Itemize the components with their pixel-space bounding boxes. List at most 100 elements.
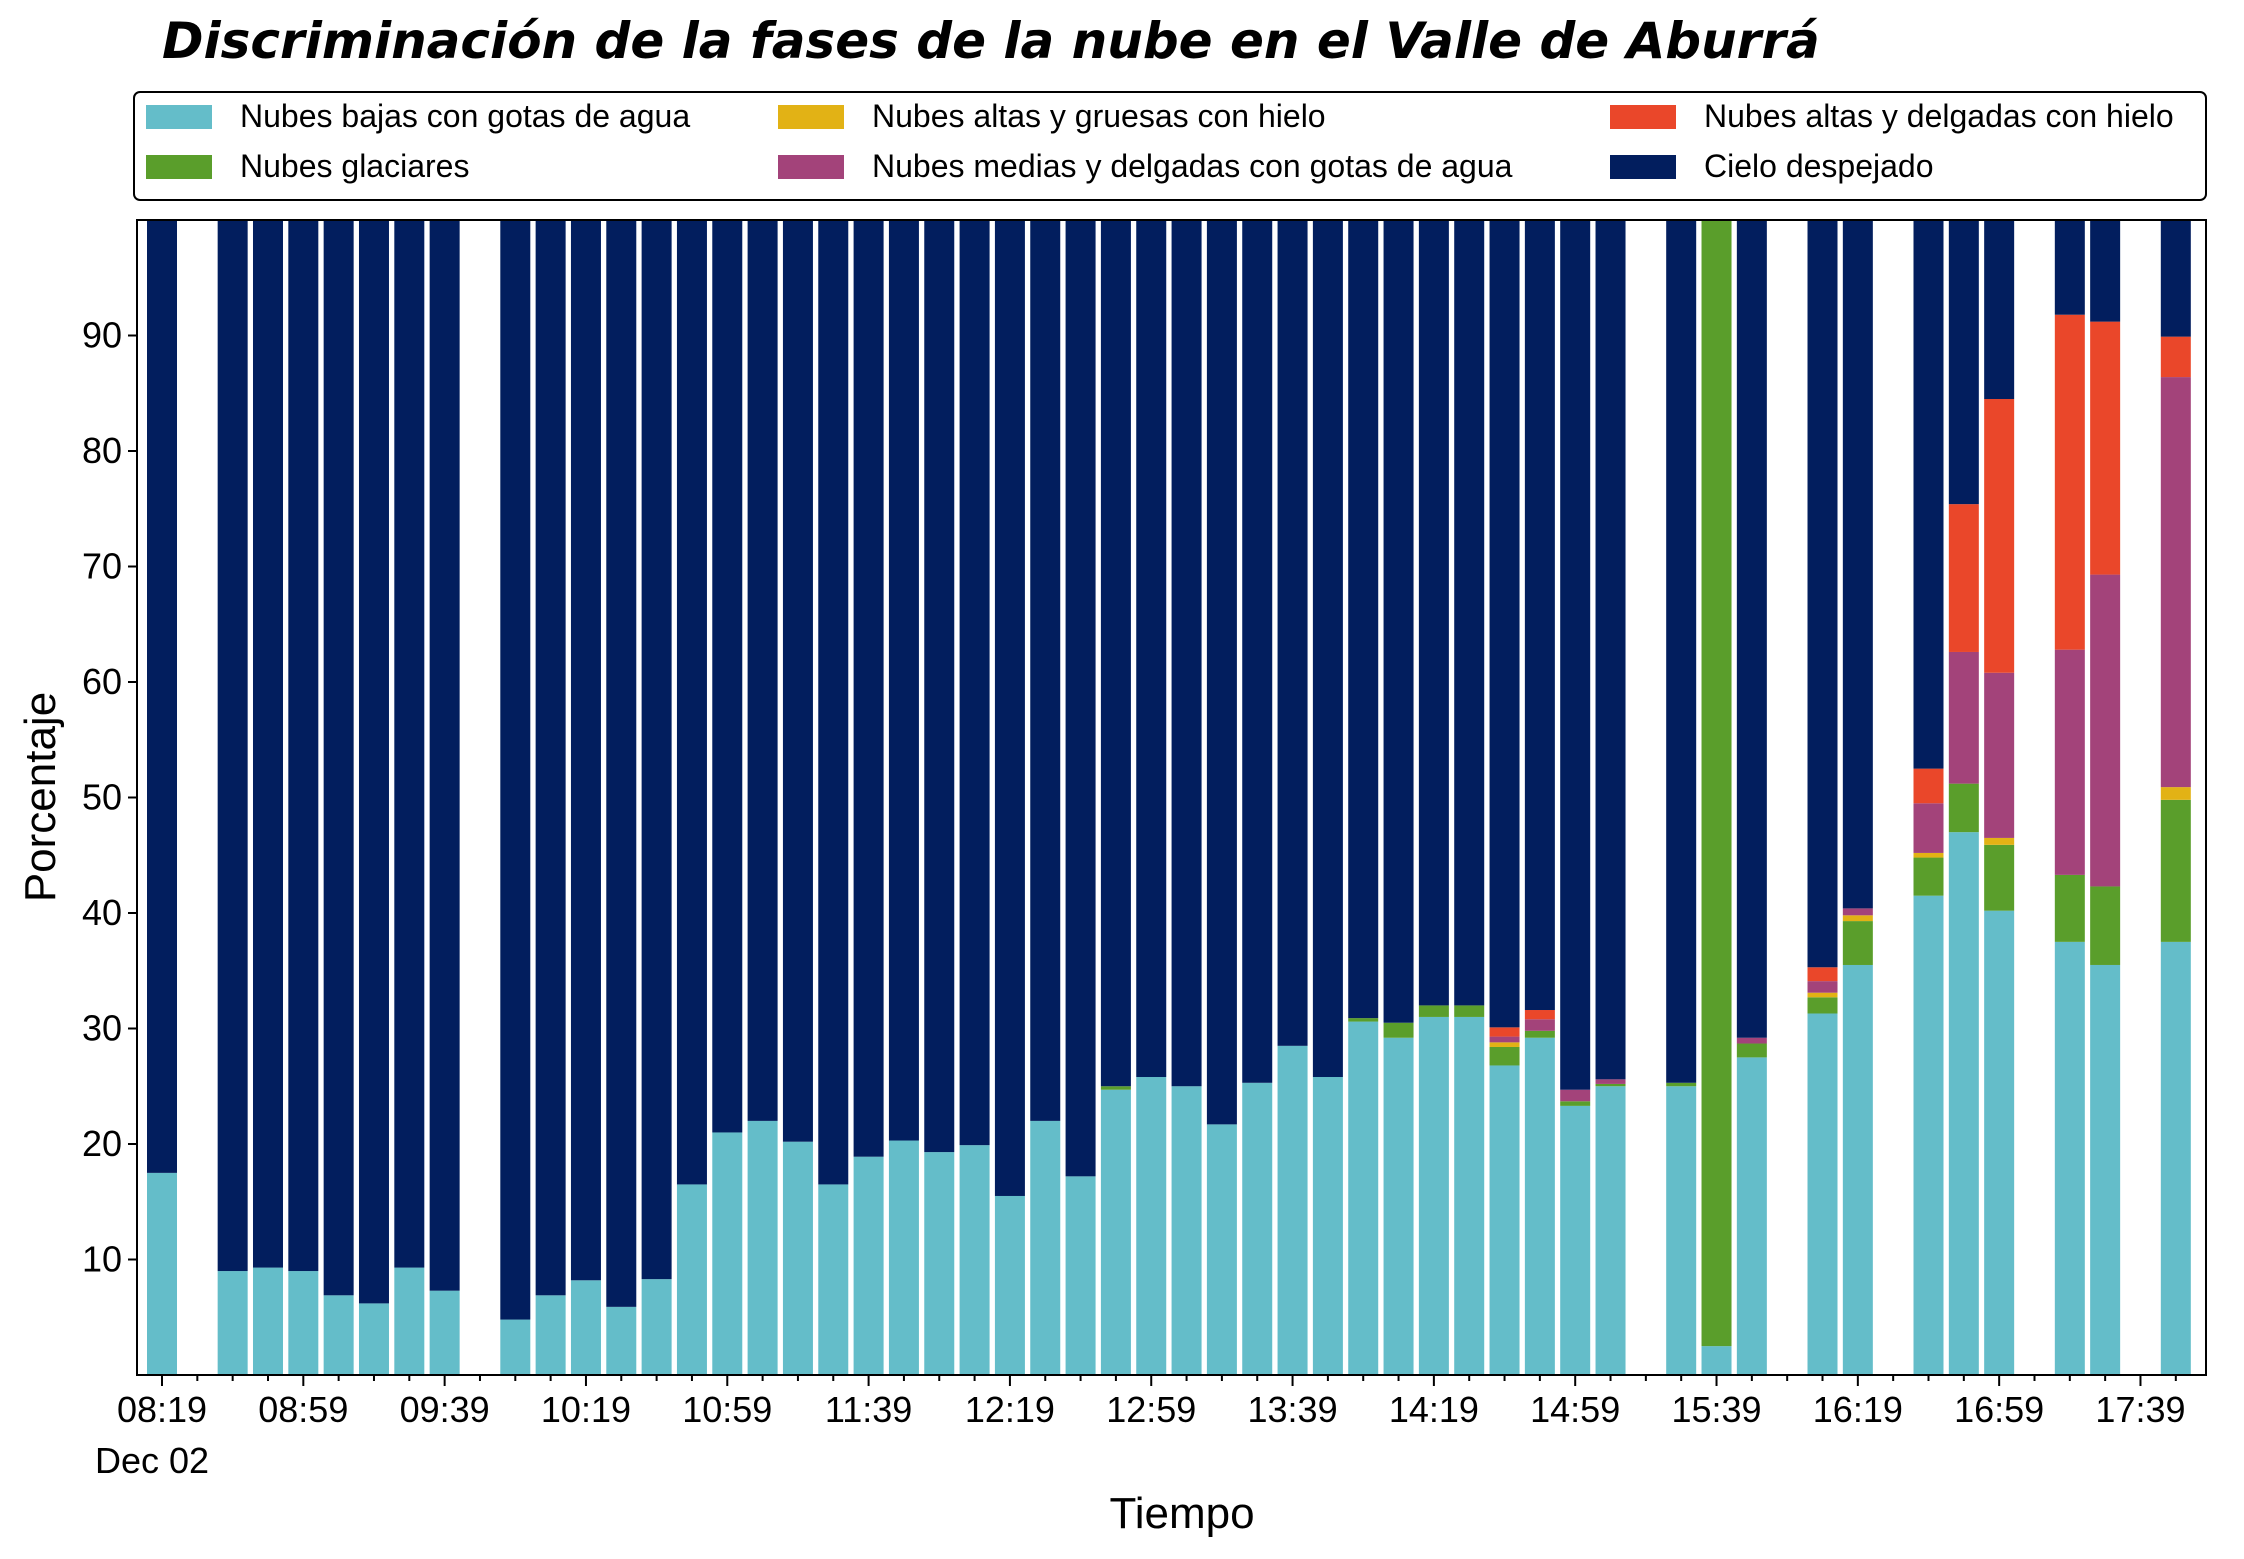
bar-segment-s5-39 (1524, 220, 1555, 1011)
bar-segment-s3-45 (1736, 1037, 1767, 1044)
y-tick-label: 90 (82, 315, 122, 356)
bar-segment-s0-40 (1560, 1105, 1591, 1375)
bar-segment-s5-48 (1842, 220, 1873, 909)
bar-segment-s0-15 (676, 1184, 707, 1375)
bar-segment-s5-37 (1454, 220, 1485, 1006)
bar-segment-s5-15 (676, 220, 707, 1185)
bar-segment-s5-31 (1242, 220, 1273, 1083)
bar-segment-s3-51 (1948, 651, 1979, 784)
y-tick-label: 60 (82, 661, 122, 702)
x-axis-date-label: Dec 02 (95, 1440, 209, 1481)
y-tick-label: 20 (82, 1123, 122, 1164)
bar-segment-s5-29 (1171, 220, 1202, 1087)
bar-segment-s5-16 (712, 220, 743, 1133)
bar-segment-s0-32 (1277, 1045, 1308, 1375)
bar-segment-s0-51 (1948, 832, 1979, 1375)
bar-segment-s3-48 (1842, 908, 1873, 916)
y-axis-label: Porcentaje (16, 692, 65, 902)
bar-segment-s5-50 (1913, 220, 1944, 769)
bar-segment-s0-13 (606, 1306, 637, 1375)
bar-segment-s5-45 (1736, 220, 1767, 1038)
bar-segment-s1-35 (1383, 1022, 1414, 1038)
bar-segment-s0-4 (288, 1271, 319, 1375)
bar-segment-s0-12 (570, 1280, 601, 1375)
bar-segment-s5-33 (1312, 220, 1343, 1078)
bar-segment-s4-52 (1984, 399, 2015, 673)
x-tick-label: 12:59 (1106, 1389, 1196, 1430)
bar-segment-s5-23 (959, 220, 990, 1146)
bar-segment-s1-55 (2090, 886, 2121, 965)
bar-segment-s5-41 (1595, 220, 1626, 1080)
bar-segment-s0-41 (1595, 1086, 1626, 1375)
x-tick-label: 14:59 (1530, 1389, 1620, 1430)
bar-segment-s5-36 (1418, 220, 1449, 1006)
plot-area: 10 20 30 40 50 60 70 80 90 08:19 08:59 09:39 10:19 1… (82, 219, 2207, 1430)
bar-segment-s0-39 (1524, 1037, 1555, 1375)
bar-segment-s0-27 (1100, 1089, 1131, 1375)
x-axis-label: Tiempo (1109, 1489, 1254, 1538)
legend-label: Cielo despejado (1704, 148, 1934, 184)
bar-segment-s5-19 (818, 220, 849, 1185)
bar-segment-s0-38 (1489, 1065, 1520, 1375)
y-tick-label: 40 (82, 892, 122, 933)
bar-segment-s0-28 (1136, 1077, 1167, 1375)
bar-segment-s5-10 (500, 220, 531, 1320)
bar-segment-s1-39 (1524, 1030, 1555, 1038)
x-tick-label: 15:39 (1671, 1389, 1761, 1430)
bar-segment-s5-12 (570, 220, 601, 1281)
bar-segment-s1-51 (1948, 783, 1979, 833)
bar-segment-s5-14 (641, 220, 672, 1280)
bar-segment-s5-40 (1560, 220, 1591, 1090)
x-tick-label: 12:19 (965, 1389, 1055, 1430)
legend-label: Nubes altas y gruesas con hielo (872, 98, 1326, 134)
bar-segment-s3-47 (1807, 981, 1838, 993)
bar-segment-s1-41 (1595, 1083, 1626, 1087)
legend-label: Nubes altas y delgadas con hielo (1704, 98, 2174, 134)
y-tick-label: 30 (82, 1008, 122, 1049)
bar-segment-s5-43 (1666, 220, 1697, 1083)
x-tick-label: 17:39 (2095, 1389, 2185, 1430)
bar-segment-s1-45 (1736, 1043, 1767, 1058)
bar-segment-s1-44 (1701, 220, 1732, 1347)
legend-label: Nubes medias y delgadas con gotas de agu… (872, 148, 1513, 184)
bar-segment-s2-50 (1913, 852, 1944, 858)
bar-segment-s0-33 (1312, 1077, 1343, 1375)
bar-segment-s5-24 (994, 220, 1025, 1196)
x-tick-label: 10:59 (682, 1389, 772, 1430)
x-tick-label: 16:59 (1954, 1389, 2044, 1430)
bar-segment-s4-39 (1524, 1010, 1555, 1020)
bar-segment-s1-54 (2054, 874, 2085, 942)
bar-segment-s3-52 (1984, 672, 2015, 838)
bar-segment-s5-35 (1383, 220, 1414, 1023)
legend-frame (133, 91, 2207, 201)
x-tick-label: 09:39 (400, 1389, 490, 1430)
bar-segment-s0-11 (535, 1295, 566, 1375)
bar-segment-s0-50 (1913, 895, 1944, 1375)
bar-segment-s0-22 (924, 1152, 955, 1375)
bar-segment-s5-52 (1984, 220, 2015, 400)
bar-segment-s1-27 (1100, 1086, 1131, 1090)
bar-segment-s1-37 (1454, 1005, 1485, 1017)
bar-segment-s0-43 (1666, 1086, 1697, 1375)
bar-segment-s5-13 (606, 220, 637, 1307)
bar-segment-s0-36 (1418, 1016, 1449, 1375)
bar-segment-s1-36 (1418, 1005, 1449, 1017)
bar-segment-s0-16 (712, 1132, 743, 1375)
bar-segment-s0-3 (252, 1267, 283, 1375)
bar-segment-s1-48 (1842, 921, 1873, 965)
bar-segment-s5-4 (288, 220, 319, 1272)
bar-segment-s0-23 (959, 1145, 990, 1375)
legend-swatch (1610, 155, 1676, 179)
bar-segment-s0-57 (2160, 941, 2191, 1376)
bar-segment-s0-34 (1348, 1021, 1379, 1375)
bar-segment-s0-35 (1383, 1037, 1414, 1375)
bar-segment-s0-29 (1171, 1086, 1202, 1375)
y-tick-label: 10 (82, 1239, 122, 1280)
bar-segment-s5-47 (1807, 220, 1838, 968)
bar-segment-s5-6 (358, 220, 389, 1304)
bar-segment-s0-2 (217, 1271, 248, 1375)
bar-segment-s0-6 (358, 1303, 389, 1375)
bar-segment-s4-57 (2160, 336, 2191, 378)
legend-swatch (778, 105, 844, 129)
bar-segment-s3-55 (2090, 574, 2121, 887)
